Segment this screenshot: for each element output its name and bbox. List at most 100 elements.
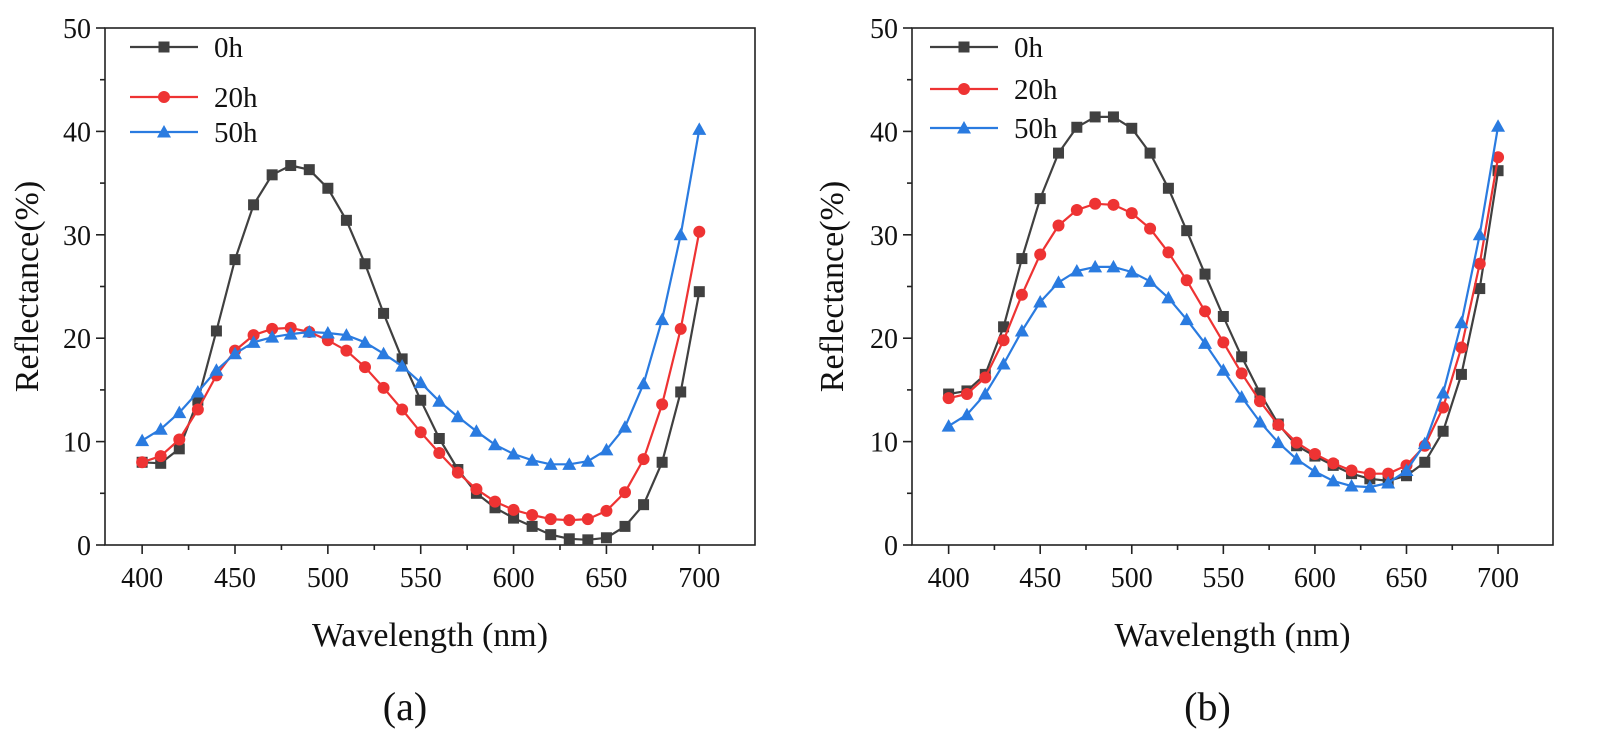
series-50h xyxy=(135,122,707,470)
y-tick-label: 50 xyxy=(63,14,91,45)
data-point-50h xyxy=(1069,263,1084,277)
data-point-20h xyxy=(1363,467,1376,480)
data-point-50h xyxy=(1143,274,1158,287)
data-point-20h xyxy=(1052,219,1065,232)
data-point-0h xyxy=(229,254,241,266)
data-point-0h xyxy=(1455,368,1467,380)
legend-label: 0h xyxy=(1014,32,1044,64)
data-point-0h xyxy=(1492,165,1504,177)
data-point-50h xyxy=(283,327,298,340)
data-point-50h xyxy=(1216,363,1231,376)
data-point-0h xyxy=(1162,182,1174,194)
data-point-20h xyxy=(1089,197,1102,210)
data-point-20h xyxy=(1455,341,1468,354)
data-point-0h xyxy=(396,353,408,365)
legend-label: 0h xyxy=(214,32,244,64)
data-point-20h xyxy=(1290,436,1303,449)
legend-marker xyxy=(158,41,170,53)
y-tick-label: 30 xyxy=(63,221,91,252)
data-point-50h xyxy=(506,447,521,460)
data-point-20h xyxy=(1235,367,1248,380)
data-point-20h xyxy=(1492,151,1505,164)
x-tick-label: 550 xyxy=(400,563,442,594)
data-point-50h xyxy=(562,457,577,470)
data-point-20h xyxy=(1107,198,1120,211)
data-point-50h xyxy=(265,330,280,343)
data-point-20h xyxy=(563,514,576,527)
data-point-0h xyxy=(1016,253,1028,265)
data-point-0h xyxy=(998,321,1010,333)
legend-label: 20h xyxy=(1014,74,1058,106)
x-tick-label: 400 xyxy=(121,563,163,594)
data-point-0h xyxy=(415,394,427,406)
data-point-50h xyxy=(190,384,205,398)
legend-marker xyxy=(157,125,171,138)
data-point-0h xyxy=(1034,193,1046,205)
data-point-50h xyxy=(599,442,614,456)
x-tick-label: 500 xyxy=(307,563,349,594)
data-point-20h xyxy=(1473,257,1486,270)
data-point-50h xyxy=(1033,295,1048,308)
x-tick-label: 700 xyxy=(1477,563,1519,594)
data-point-50h xyxy=(1234,390,1249,403)
data-point-20h xyxy=(997,334,1010,347)
data-point-50h xyxy=(246,335,261,348)
data-point-50h xyxy=(1124,265,1139,278)
data-point-50h xyxy=(1252,414,1267,428)
data-point-0h xyxy=(1236,351,1248,363)
data-point-50h xyxy=(172,405,187,419)
data-point-50h xyxy=(228,346,242,360)
legend-label: 50h xyxy=(214,117,258,149)
data-point-50h xyxy=(1014,323,1029,337)
chart-panel-a: 400 450 500 550 600 650 700 0 10 20 30 40 50 Waveleng… xyxy=(9,14,756,729)
data-point-0h xyxy=(563,533,575,545)
y-tick-label: 40 xyxy=(870,117,898,148)
data-point-50h xyxy=(488,437,502,451)
data-point-20h xyxy=(526,509,539,522)
data-point-50h xyxy=(618,420,632,433)
y-tick-label: 50 xyxy=(870,14,898,45)
data-point-50h xyxy=(432,394,447,407)
data-point-20h xyxy=(340,344,353,357)
data-point-0h xyxy=(433,432,445,444)
x-tick-label: 450 xyxy=(1019,563,1061,594)
chart-panel-b: 400 450 500 550 600 650 700 0 10 20 30 40 50 Waveleng… xyxy=(814,14,1554,729)
data-point-20h xyxy=(637,453,650,466)
data-point-0h xyxy=(303,164,315,176)
data-point-0h xyxy=(656,456,668,468)
series-line-50h xyxy=(948,126,1500,489)
data-point-20h xyxy=(960,388,973,401)
data-point-50h xyxy=(376,346,391,360)
data-point-20h xyxy=(173,433,186,446)
plot-frame xyxy=(911,27,1554,546)
data-point-50h xyxy=(959,407,974,421)
data-point-0h xyxy=(1181,225,1193,237)
data-point-20h xyxy=(1180,274,1193,287)
data-point-50h xyxy=(655,312,670,326)
data-point-50h xyxy=(1381,475,1396,489)
data-point-50h xyxy=(1326,473,1341,487)
y-tick-label: 10 xyxy=(63,428,91,459)
data-point-20h xyxy=(1070,203,1083,216)
data-point-0h xyxy=(638,499,650,511)
x-tick-label: 500 xyxy=(1111,563,1153,594)
data-point-50h xyxy=(1088,259,1103,273)
legend-marker xyxy=(158,91,170,103)
data-point-20h xyxy=(942,392,955,405)
legend-marker xyxy=(958,83,970,95)
data-point-50h xyxy=(580,454,595,467)
y-tick-label: 10 xyxy=(870,428,898,459)
data-point-0h xyxy=(582,534,594,546)
data-point-0h xyxy=(619,520,631,532)
x-tick-label: 600 xyxy=(1294,563,1336,594)
data-point-50h xyxy=(469,424,484,437)
data-point-20h xyxy=(359,361,371,374)
data-point-0h xyxy=(192,394,204,406)
data-point-50h xyxy=(1307,464,1322,478)
data-point-0h xyxy=(285,160,297,172)
x-tick-label: 450 xyxy=(214,563,256,594)
x-axis-title: Wavelength (nm) xyxy=(312,617,548,654)
x-tick-label: 600 xyxy=(493,563,535,594)
